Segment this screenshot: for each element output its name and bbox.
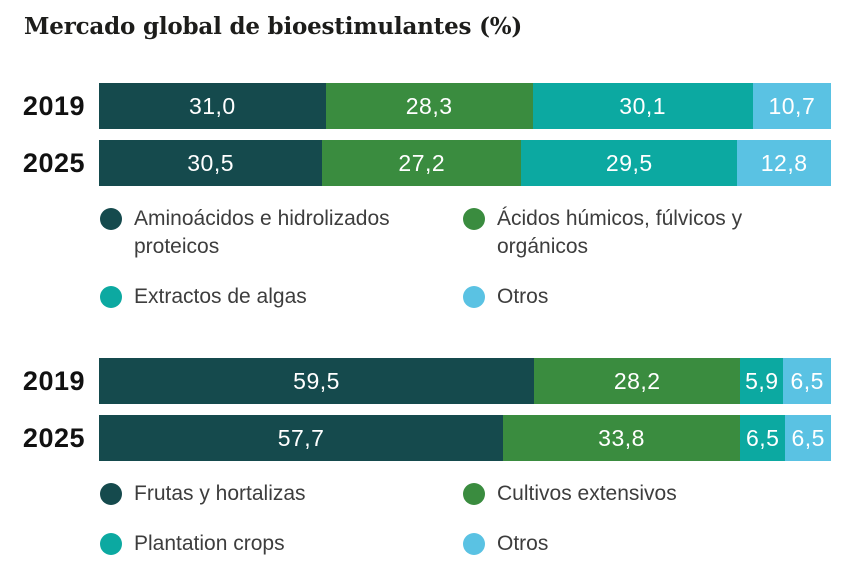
bar-segment: 28,3 <box>325 83 533 129</box>
legend-label: Ácidos húmicos, fúlvicos y orgánicos <box>497 207 743 258</box>
bar-row-2025: 2025 57,7 33,8 6,5 6,5 <box>0 415 831 461</box>
legend-dot-icon <box>100 533 122 555</box>
legend-item: Otros <box>463 530 865 558</box>
bar-value-label: 59,5 <box>293 367 340 394</box>
bar-value-label: 28,2 <box>613 367 661 394</box>
stacked-bar-2025: 30,5 27,2 29,5 12,8 <box>99 140 831 186</box>
bar-value-label: 5,9 <box>745 367 779 394</box>
bar-value-label: 31,0 <box>188 92 236 119</box>
bar-segment: 12,8 <box>737 140 831 186</box>
legend-item: Cultivos extensivos <box>463 480 865 508</box>
legend-label: Frutas y hortalizas <box>134 482 306 505</box>
bar-segment: 59,5 <box>99 358 535 404</box>
bar-value-label: 27,2 <box>398 149 446 176</box>
legend-dot-icon <box>100 286 122 308</box>
bar-value-label: 33,8 <box>598 424 645 451</box>
legend-item: Extractos de algas <box>100 283 463 311</box>
legend-label: Plantation crops <box>134 532 285 555</box>
legend-item: Otros <box>463 283 865 311</box>
bar-value-label: 57,7 <box>277 424 325 451</box>
bar-value-label: 6,5 <box>745 424 780 451</box>
bar-row-2025: 2025 30,5 27,2 29,5 12,8 <box>0 140 831 186</box>
legend-label: Otros <box>497 532 549 555</box>
legend-crop-type: Frutas y hortalizas Cultivos extensivos Pl… <box>100 480 865 558</box>
legend-label: Cultivos extensivos <box>497 482 677 505</box>
legend-dot-icon <box>463 533 485 555</box>
bar-segment: 30,1 <box>532 83 753 129</box>
year-label: 2025 <box>22 147 85 178</box>
legend-dot-icon <box>463 483 485 505</box>
bar-segment: 29,5 <box>521 140 738 186</box>
legend-product-type: Aminoácidos e hidrolizados proteicos Ácid… <box>100 205 865 311</box>
bar-segment: 10,7 <box>752 83 831 129</box>
bar-segment: 31,0 <box>99 83 326 129</box>
stacked-bar-2019: 59,5 28,2 5,9 6,5 <box>99 358 831 404</box>
chart-market-by-crop-type: 2019 59,5 28,2 5,9 6,5 2025 57,7 33,8 6,5 6,5 Fru… <box>0 358 865 558</box>
legend-dot-icon <box>463 208 485 230</box>
bar-row-2019: 2019 59,5 28,2 5,9 6,5 <box>0 358 831 404</box>
bar-rows-crop-type: 2019 59,5 28,2 5,9 6,5 2025 57,7 33,8 6,5 6,5 <box>0 358 865 461</box>
legend-label: Extractos de algas <box>134 285 307 308</box>
bar-value-label: 6,5 <box>791 424 825 451</box>
bar-segment: 5,9 <box>740 358 784 404</box>
year-label: 2025 <box>22 422 85 453</box>
bar-value-label: 28,3 <box>405 92 453 119</box>
bar-value-label: 6,5 <box>790 367 824 394</box>
bar-value-label: 10,7 <box>768 92 816 119</box>
legend-dot-icon <box>100 483 122 505</box>
legend-label: Otros <box>497 285 549 308</box>
bar-value-label: 30,5 <box>187 149 234 176</box>
bar-segment: 57,7 <box>99 415 504 461</box>
bar-segment: 6,5 <box>783 358 831 404</box>
legend-item: Frutas y hortalizas <box>100 480 463 508</box>
bar-value-label: 30,1 <box>619 92 667 119</box>
chart-market-by-product-type: 2019 31,0 28,3 30,1 10,7 2025 30,5 27,2 29,5 12,8… <box>0 83 865 311</box>
bar-value-label: 12,8 <box>760 149 808 176</box>
legend-item: Plantation crops <box>100 530 463 558</box>
bar-segment: 6,5 <box>785 415 831 461</box>
legend-dot-icon <box>100 208 122 230</box>
legend-dot-icon <box>463 286 485 308</box>
stacked-bar-2025: 57,7 33,8 6,5 6,5 <box>99 415 831 461</box>
bar-rows-product-type: 2019 31,0 28,3 30,1 10,7 2025 30,5 27,2 29,5 12,8 <box>0 83 865 186</box>
legend-label: Aminoácidos e hidrolizados proteicos <box>134 207 390 258</box>
bar-segment: 33,8 <box>503 415 740 461</box>
year-label: 2019 <box>22 90 85 121</box>
legend-item: Ácidos húmicos, fúlvicos y orgánicos <box>463 205 865 261</box>
bar-row-2019: 2019 31,0 28,3 30,1 10,7 <box>0 83 831 129</box>
page-title: Mercado global de bioestimulantes (%) <box>24 13 523 40</box>
bar-segment: 30,5 <box>99 140 323 186</box>
bar-value-label: 29,5 <box>605 149 653 176</box>
bar-segment: 27,2 <box>322 140 522 186</box>
year-label: 2019 <box>22 365 85 396</box>
bar-segment: 28,2 <box>534 358 741 404</box>
legend-item: Aminoácidos e hidrolizados proteicos <box>100 205 463 261</box>
bar-segment: 6,5 <box>739 415 786 461</box>
stacked-bar-2019: 31,0 28,3 30,1 10,7 <box>99 83 831 129</box>
